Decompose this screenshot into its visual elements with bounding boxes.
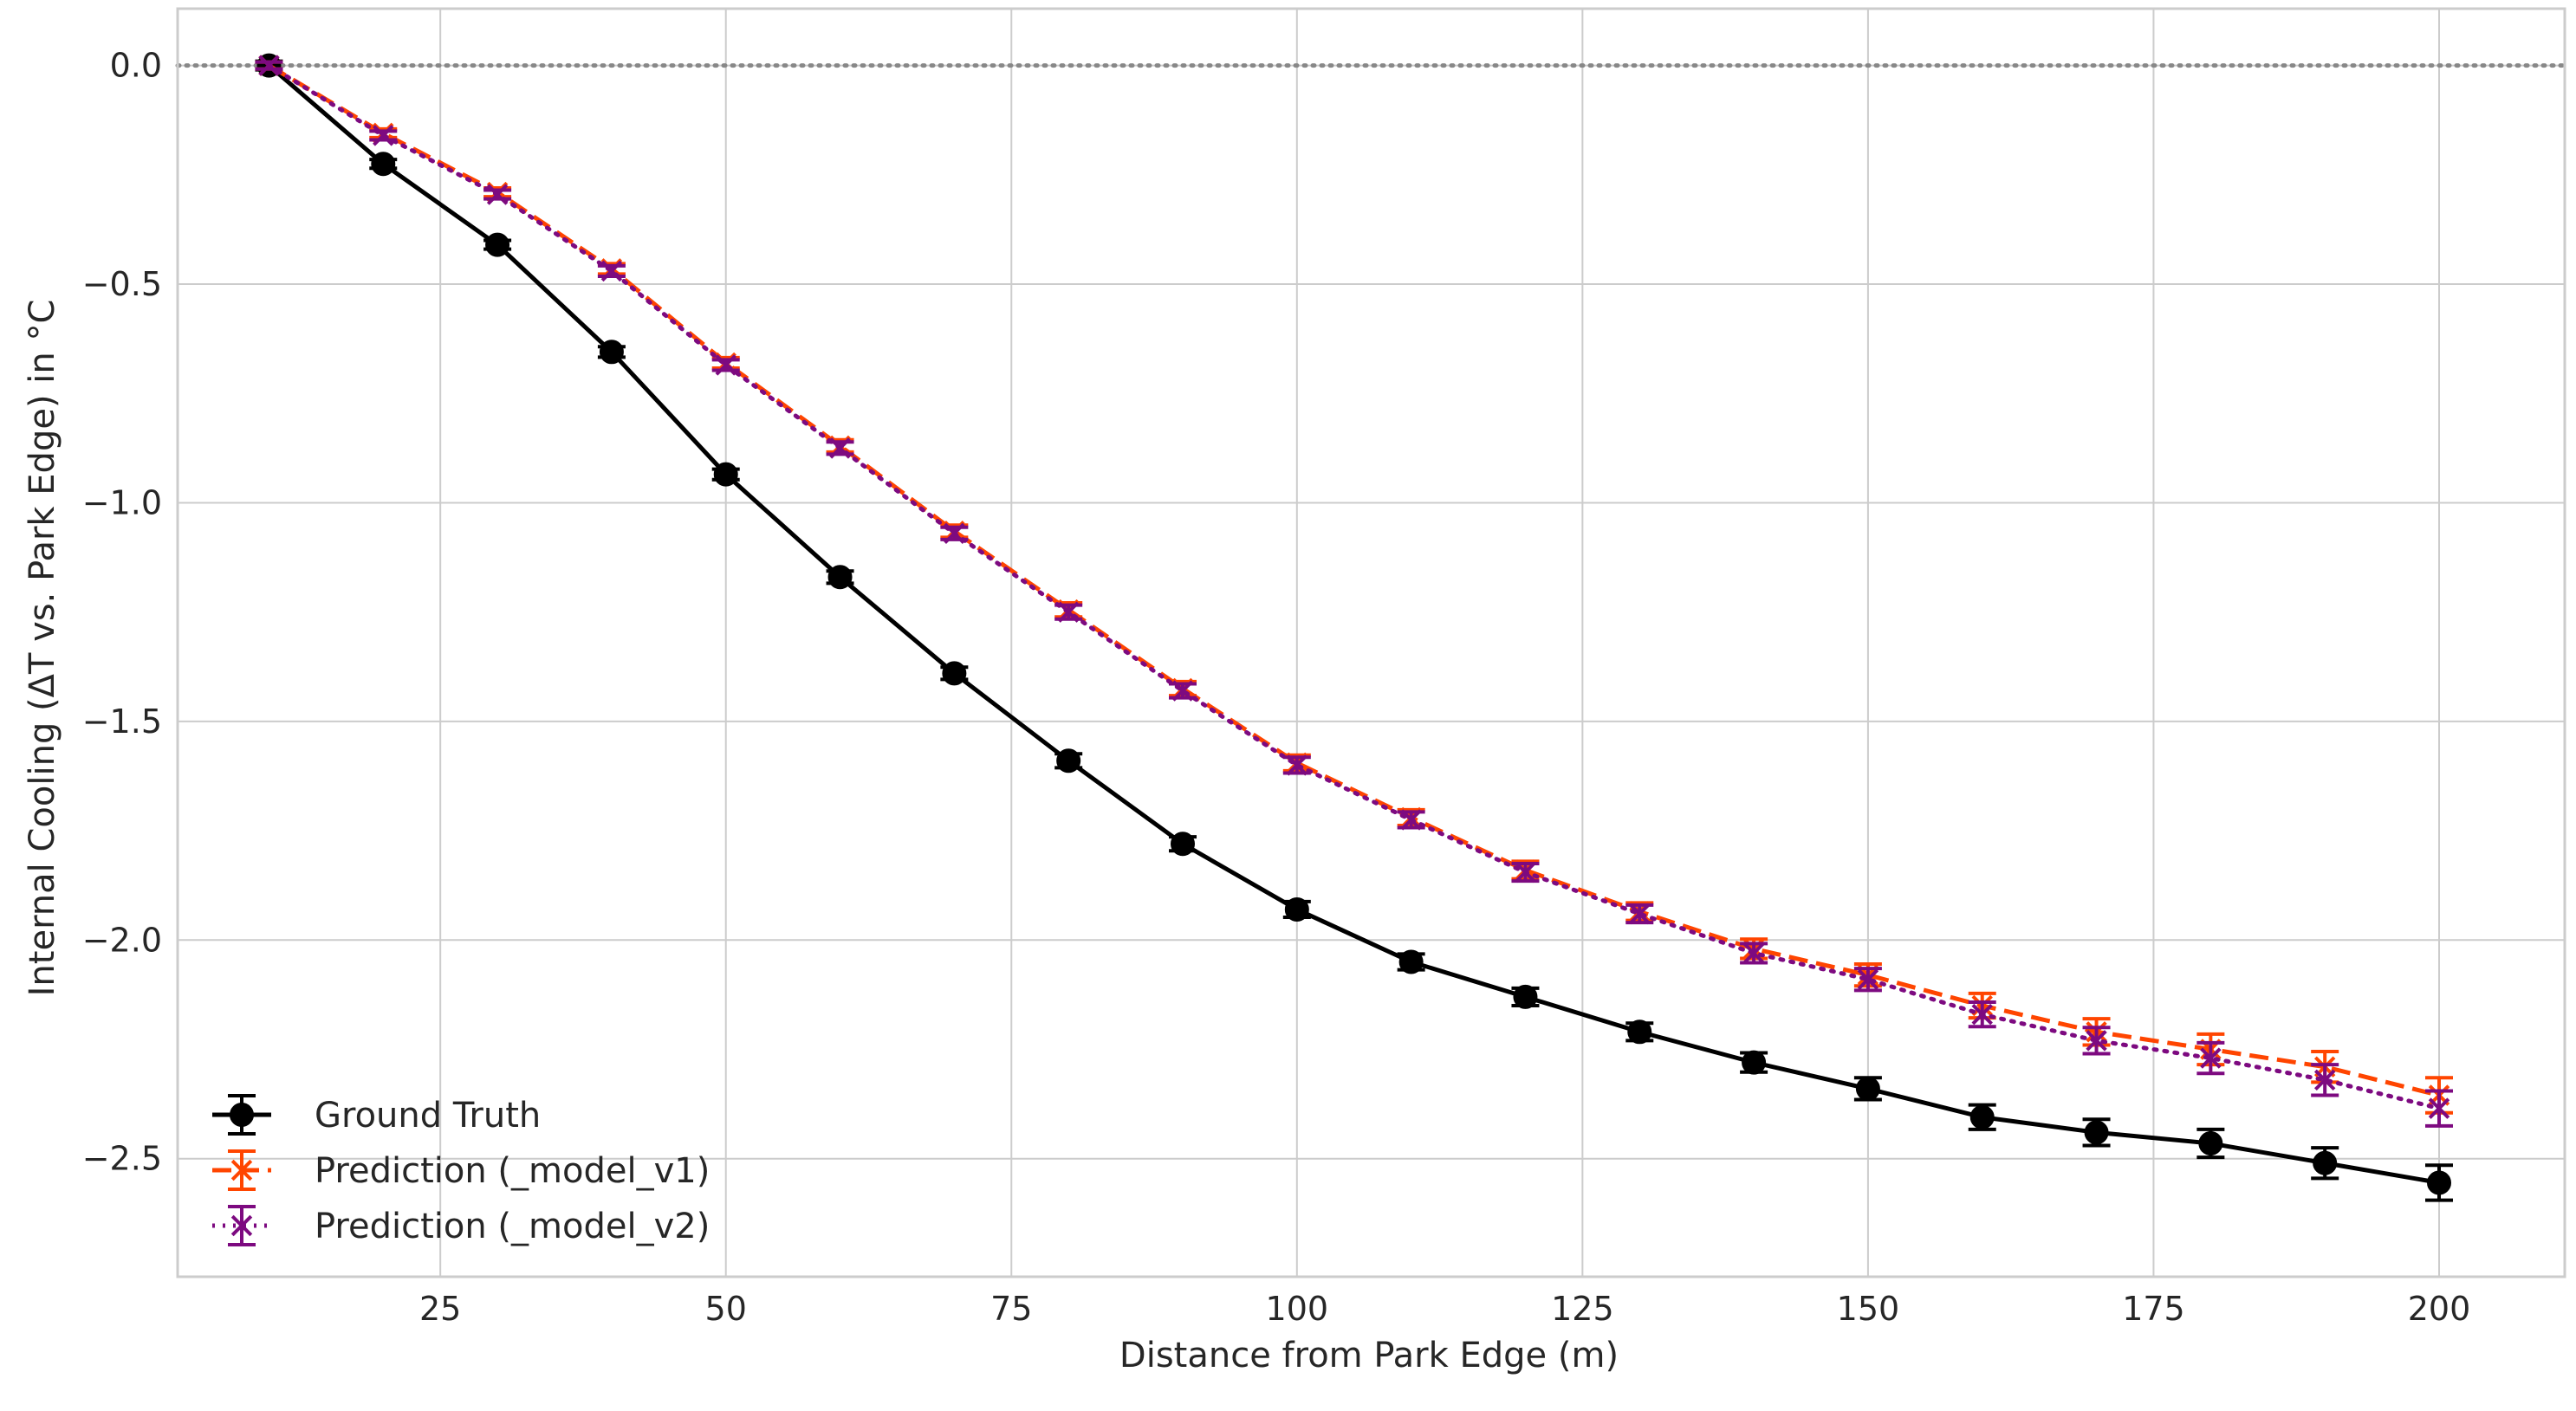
marker-stroke bbox=[1971, 1003, 1993, 1026]
marker-stroke bbox=[230, 1214, 253, 1237]
marker-stroke bbox=[230, 1159, 253, 1181]
data-point bbox=[827, 565, 853, 590]
marker-stroke bbox=[2200, 1047, 2222, 1069]
marker-stroke bbox=[2313, 1069, 2336, 1091]
data-point bbox=[599, 340, 624, 365]
data-point bbox=[1398, 949, 1424, 974]
data-point bbox=[1515, 861, 1536, 883]
grid-layer bbox=[178, 9, 2565, 1277]
data-point bbox=[2427, 1170, 2451, 1195]
marker-stroke bbox=[1286, 754, 1308, 776]
data-point bbox=[600, 260, 623, 282]
marker-stroke bbox=[1629, 903, 1651, 925]
data-point bbox=[1286, 754, 1308, 776]
x-tick-label: 25 bbox=[419, 1290, 461, 1328]
data-point bbox=[1057, 601, 1080, 623]
series-1 bbox=[255, 53, 2453, 1202]
marker-stroke bbox=[600, 260, 623, 282]
data-point bbox=[829, 437, 851, 459]
axes-layer: 25 50 75 100 125 150 175 200 0.0 −0.5 −1.0 −1.5 −2.0… bbox=[82, 7, 2566, 1328]
x-tick-label: 150 bbox=[1837, 1290, 1900, 1328]
series-line bbox=[268, 63, 2440, 1097]
data-point bbox=[1171, 832, 1195, 857]
series-line bbox=[267, 63, 2440, 1185]
x-tick-label: 50 bbox=[705, 1290, 747, 1328]
data-point bbox=[1627, 1019, 1652, 1045]
data-point bbox=[1400, 809, 1422, 831]
marker-stroke bbox=[373, 125, 394, 146]
series-2 bbox=[255, 55, 2453, 1115]
data-point bbox=[1056, 748, 1081, 773]
data-point bbox=[2200, 1047, 2222, 1069]
marker-stroke bbox=[1515, 861, 1536, 883]
data-point bbox=[2086, 1030, 2107, 1052]
data-point bbox=[1857, 968, 1879, 990]
plot-frame bbox=[176, 7, 2566, 1278]
marker-stroke bbox=[486, 184, 509, 205]
data-point bbox=[1855, 1076, 1880, 1101]
y-tick-label: −2.0 bbox=[82, 921, 162, 959]
x-tick-label: 100 bbox=[1266, 1290, 1329, 1328]
series-3 bbox=[255, 55, 2453, 1128]
data-point bbox=[2084, 1120, 2109, 1145]
x-tick-label: 125 bbox=[1551, 1290, 1614, 1328]
data-point bbox=[1171, 680, 1194, 702]
marker-stroke bbox=[2428, 1097, 2450, 1119]
x-tick-label: 75 bbox=[990, 1290, 1032, 1328]
y-tick-label: −1.0 bbox=[82, 483, 162, 521]
x-tick-label: 200 bbox=[2408, 1290, 2471, 1328]
data-point bbox=[1513, 984, 1538, 1009]
data-point bbox=[373, 125, 394, 146]
marker-stroke bbox=[258, 55, 280, 76]
marker-stroke bbox=[1171, 680, 1194, 702]
legend-label: Prediction (_model_v2) bbox=[315, 1207, 710, 1246]
data-point bbox=[485, 232, 510, 257]
x-tick-label: 175 bbox=[2122, 1290, 2185, 1328]
legend-marker bbox=[230, 1103, 254, 1127]
data-point bbox=[2198, 1131, 2223, 1156]
data-point bbox=[1971, 1003, 1993, 1026]
marker-stroke bbox=[715, 354, 736, 376]
legend-marker bbox=[230, 1214, 253, 1237]
data-point bbox=[2313, 1150, 2338, 1175]
legend-entry: Prediction (_model_v1) bbox=[212, 1149, 710, 1191]
marker-stroke bbox=[1400, 809, 1422, 831]
data-point bbox=[371, 152, 396, 177]
data-point bbox=[1742, 1050, 1767, 1075]
data-point bbox=[713, 462, 738, 487]
y-tick-label: −2.5 bbox=[82, 1140, 162, 1178]
y-tick-label: −0.5 bbox=[82, 265, 162, 303]
data-point bbox=[1284, 896, 1309, 922]
legend: Ground Truth Prediction (_model_v1) Predic… bbox=[212, 1094, 710, 1246]
y-tick-label: 0.0 bbox=[110, 47, 162, 85]
marker-stroke bbox=[1742, 942, 1765, 964]
data-point bbox=[486, 184, 509, 205]
data-point bbox=[1969, 1104, 1995, 1129]
marker-stroke bbox=[829, 437, 851, 459]
data-point bbox=[715, 354, 736, 376]
data-point bbox=[1629, 903, 1651, 925]
marker-stroke bbox=[2086, 1030, 2107, 1052]
legend-label: Prediction (_model_v1) bbox=[315, 1151, 710, 1191]
legend-label: Ground Truth bbox=[315, 1096, 541, 1136]
y-axis-label: Internal Cooling (ΔT vs. Park Edge) in °… bbox=[23, 300, 62, 997]
marker-stroke bbox=[944, 522, 965, 545]
legend-entry: Ground Truth bbox=[212, 1094, 541, 1136]
data-point bbox=[942, 661, 967, 686]
data-point bbox=[1742, 942, 1765, 964]
y-tick-label: −1.5 bbox=[82, 702, 162, 741]
series-layer bbox=[255, 53, 2453, 1202]
data-point bbox=[944, 522, 965, 545]
x-axis-label: Distance from Park Edge (m) bbox=[1119, 1336, 1619, 1375]
marker-stroke bbox=[1857, 968, 1879, 990]
data-point bbox=[2428, 1097, 2450, 1119]
legend-entry: Prediction (_model_v2) bbox=[212, 1205, 710, 1246]
series-line bbox=[266, 63, 2442, 1111]
legend-marker bbox=[230, 1159, 253, 1181]
data-point bbox=[2313, 1069, 2336, 1091]
marker-stroke bbox=[1057, 601, 1080, 623]
data-point bbox=[258, 55, 280, 76]
